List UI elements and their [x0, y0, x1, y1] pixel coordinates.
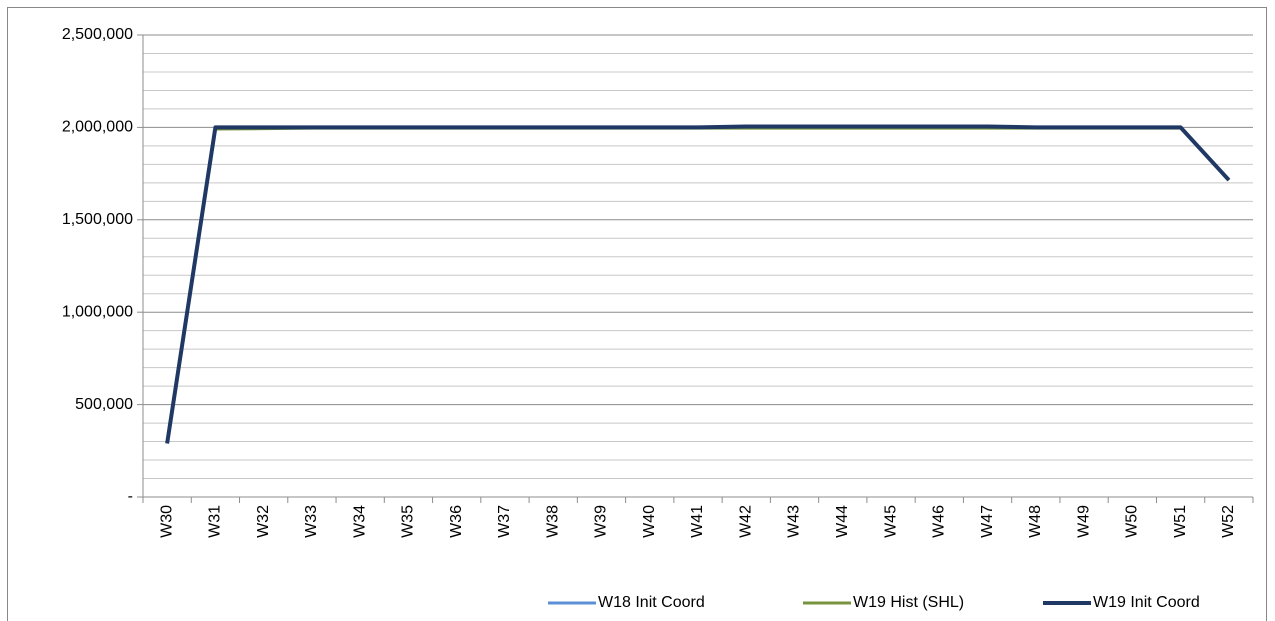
- x-tick-label: W30: [158, 505, 175, 538]
- x-tick-label: W48: [1027, 505, 1044, 538]
- x-tick-label: W38: [544, 505, 561, 538]
- x-tick-label: W40: [641, 505, 658, 538]
- chart-border: [7, 7, 1267, 621]
- x-tick-label: W46: [931, 505, 948, 538]
- legend-label: W19 Init Coord: [1093, 594, 1200, 611]
- x-tick-label: W34: [351, 505, 368, 538]
- x-tick-label: W31: [207, 505, 224, 538]
- x-tick-label: W33: [303, 505, 320, 538]
- y-tick-label: -: [128, 488, 133, 505]
- series-line: [165, 124, 1231, 444]
- x-tick-label: W51: [1172, 505, 1189, 538]
- x-tick-label: W49: [1075, 505, 1092, 538]
- y-tick-label: 1,500,000: [62, 211, 133, 228]
- x-tick-label: W44: [834, 505, 851, 538]
- x-tick-label: W47: [979, 505, 996, 538]
- y-tick-label: 500,000: [75, 396, 133, 413]
- x-tick-label: W42: [737, 505, 754, 538]
- x-tick-label: W37: [496, 505, 513, 538]
- x-tick-label: W41: [689, 505, 706, 538]
- x-tick-label: W35: [400, 505, 417, 538]
- y-tick-label: 1,000,000: [62, 303, 133, 320]
- x-tick-label: W39: [593, 505, 610, 538]
- x-tick-label: W43: [786, 505, 803, 538]
- x-tick-label: W36: [448, 505, 465, 538]
- legend-label: W19 Hist (SHL): [853, 594, 964, 611]
- x-tick-label: W52: [1220, 505, 1237, 538]
- x-tick-label: W50: [1124, 505, 1141, 538]
- x-tick-label: W32: [255, 505, 272, 538]
- y-tick-label: 2,500,000: [62, 26, 133, 43]
- y-tick-label: 2,000,000: [62, 119, 133, 136]
- legend-label: W18 Init Coord: [598, 594, 705, 611]
- x-tick-label: W45: [882, 505, 899, 538]
